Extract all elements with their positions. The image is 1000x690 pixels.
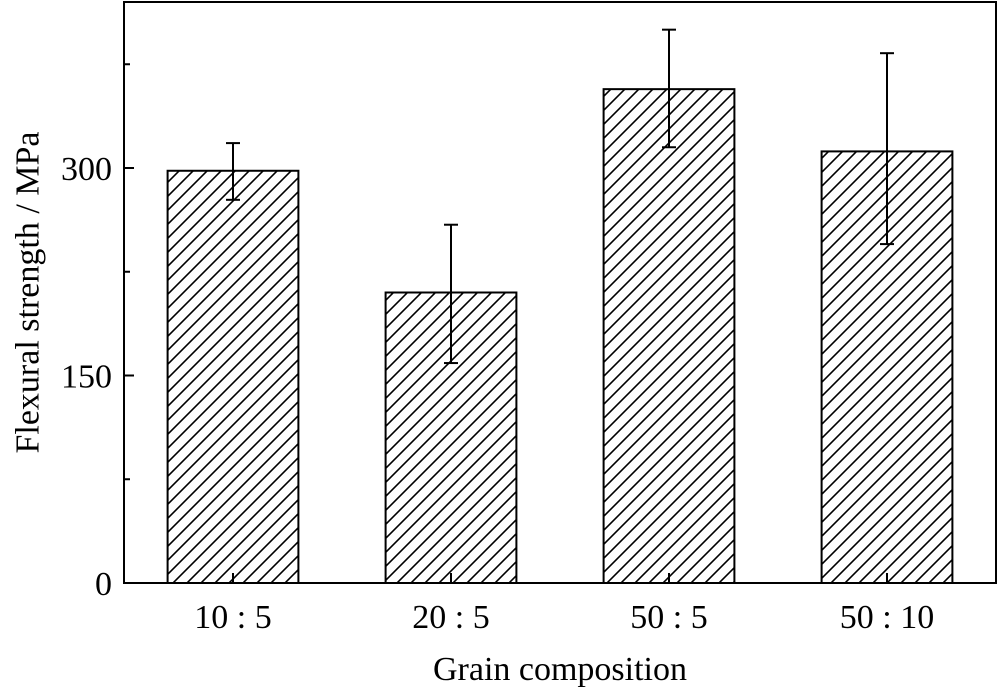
- x-axis-title: Grain composition: [433, 651, 687, 688]
- y-axis-ticks: 0 150 300: [61, 63, 134, 603]
- error-bar-0: [226, 142, 240, 201]
- x-tick-label-2: 50 : 5: [630, 599, 707, 636]
- plot-frame: [123, 1, 997, 584]
- y-tick-label-2: 300: [61, 151, 112, 188]
- y-axis-title: Flexural strength / MPa: [10, 131, 47, 453]
- bar-0: [166, 169, 300, 584]
- y-tick-label-0: 0: [95, 566, 112, 603]
- error-bars-layer: [226, 28, 894, 365]
- bars-layer: [166, 88, 954, 585]
- x-tick-label-1: 20 : 5: [412, 599, 489, 636]
- x-tick-label-3: 50 : 10: [840, 599, 934, 636]
- bar-2: [602, 88, 736, 585]
- y-tick-label-1: 150: [61, 359, 112, 396]
- error-bar-2: [662, 28, 676, 149]
- x-tick-label-0: 10 : 5: [194, 599, 271, 636]
- error-bar-1: [444, 223, 458, 365]
- x-axis-ticks: 10 : 5 20 : 5 50 : 5 50 : 10: [194, 573, 934, 636]
- error-bar-3: [880, 52, 894, 246]
